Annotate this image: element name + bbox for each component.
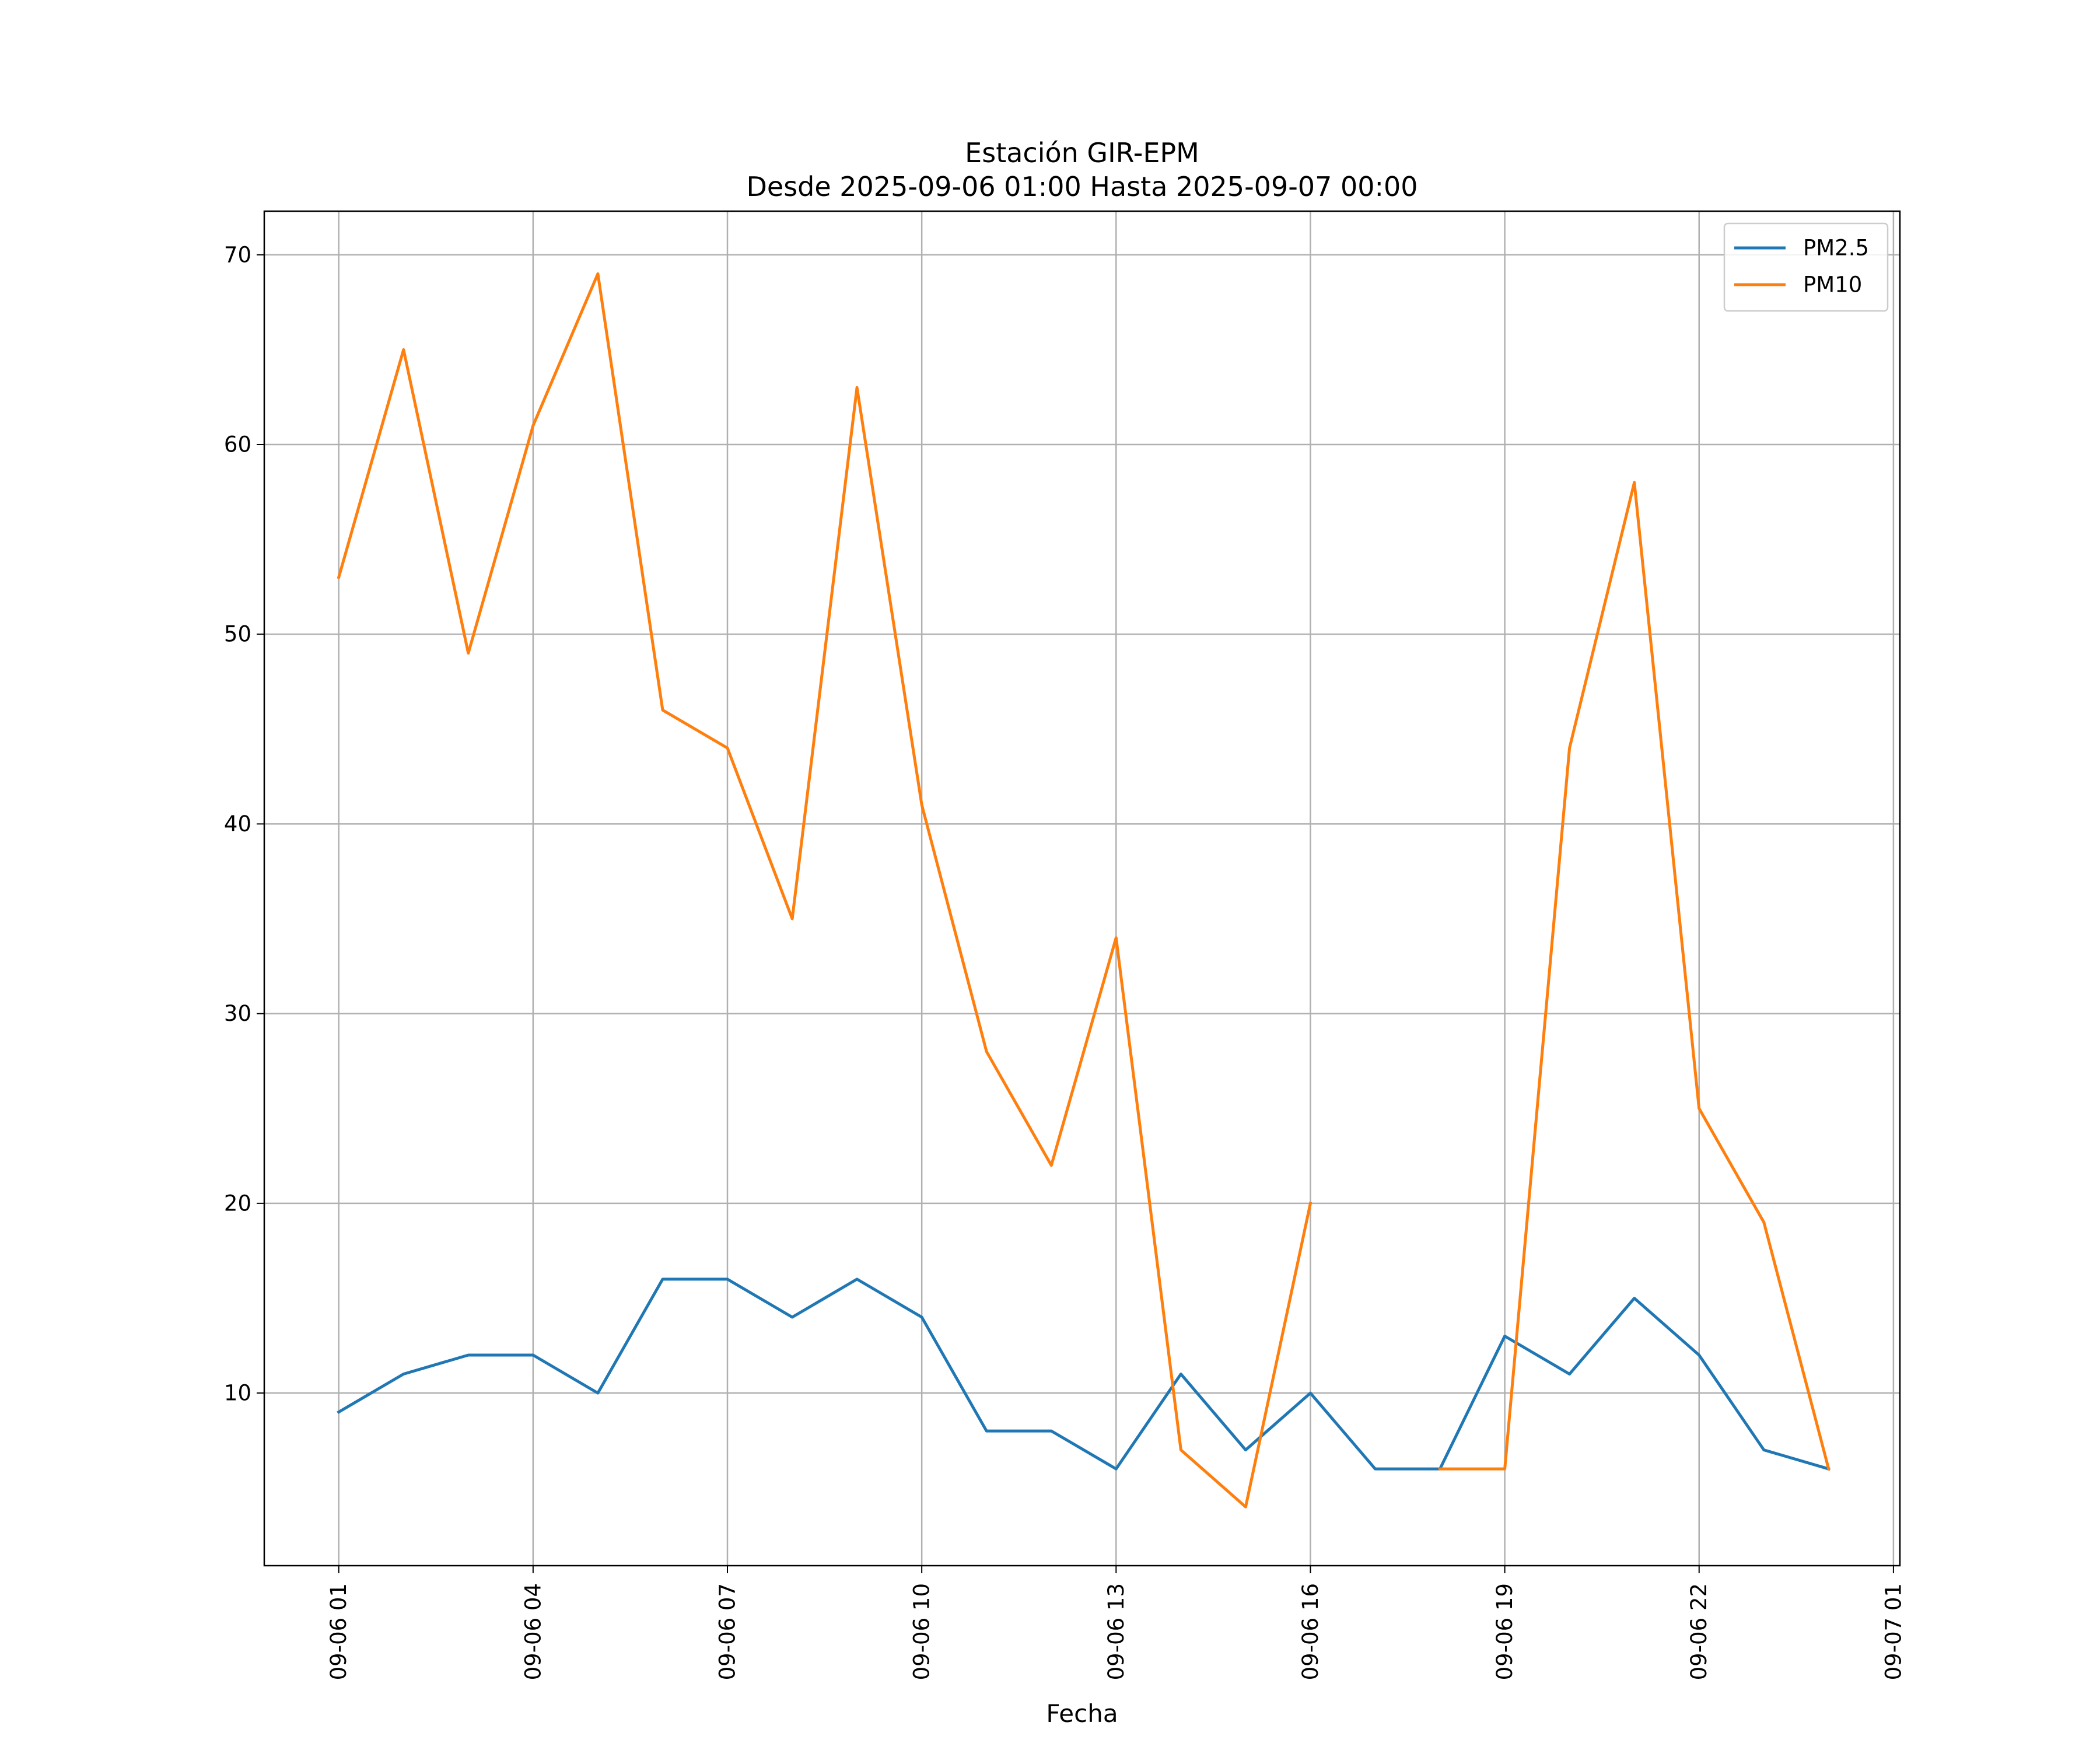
y-tick-label: 60: [224, 432, 251, 457]
y-tick-label: 10: [224, 1381, 251, 1406]
legend-label: PM2.5: [1803, 236, 1869, 261]
x-tick-label: 09-06 04: [520, 1583, 545, 1680]
x-tick-label: 09-06 22: [1686, 1583, 1712, 1680]
plot-frame: [263, 210, 1901, 1567]
x-tick-label: 09-06 07: [715, 1583, 740, 1680]
x-tick-label: 09-06 01: [326, 1583, 351, 1680]
x-tick-label: 09-06 16: [1298, 1583, 1323, 1680]
series-line: [1438, 481, 1831, 1471]
grid: [264, 211, 1900, 1566]
series-layer: [337, 272, 1831, 1508]
y-tick-label: 70: [224, 242, 251, 267]
y-tick-label: 50: [224, 622, 251, 647]
x-tick-label: 09-07 01: [1881, 1583, 1906, 1680]
x-tick-label: 09-06 13: [1104, 1583, 1129, 1680]
series-pm2-5: [337, 1278, 1831, 1471]
series-line: [337, 1278, 1831, 1471]
ticks: 09-06 01 09-06 04 09-06 07 09-06 10 09-06 13…: [224, 242, 1906, 1680]
legend: PM2.5 PM10: [1723, 222, 1889, 312]
x-axis-label: Fecha: [1046, 1699, 1118, 1728]
y-tick-label: 40: [224, 811, 251, 836]
legend-label: PM10: [1803, 272, 1862, 298]
series-line: [337, 272, 1312, 1508]
y-tick-label: 30: [224, 1001, 251, 1026]
x-tick-label: 09-06 19: [1492, 1583, 1517, 1680]
legend-box: [1723, 222, 1889, 312]
x-tick-label: 09-06 10: [909, 1583, 935, 1680]
chart-subtitle: Desde 2025-09-06 01:00 Hasta 2025-09-07 …: [746, 171, 1418, 202]
series-pm10: [337, 272, 1831, 1508]
y-tick-label: 20: [224, 1191, 251, 1216]
chart-title: Estación GIR-EPM: [965, 137, 1199, 169]
